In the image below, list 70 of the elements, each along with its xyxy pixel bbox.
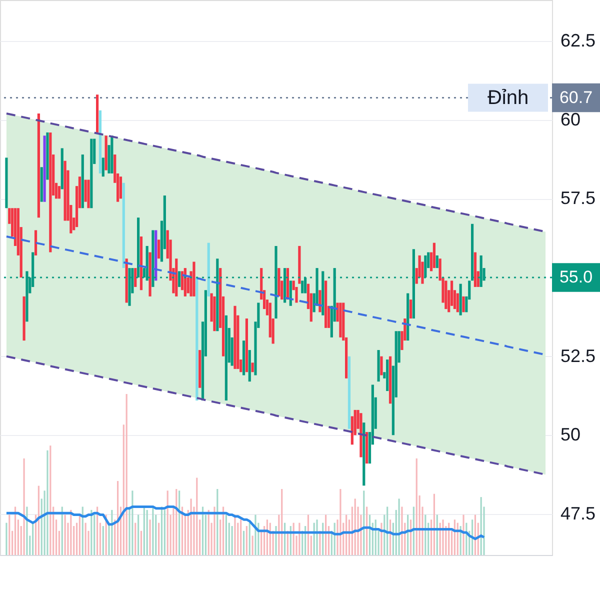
y-tick-label: 62.5	[560, 30, 596, 50]
candlestick	[348, 356, 351, 429]
candlestick	[245, 318, 248, 372]
candlestick	[324, 280, 328, 328]
candlestick	[444, 280, 448, 310]
candlestick	[96, 94, 99, 132]
candlestick	[298, 246, 301, 284]
candlestick	[5, 158, 8, 208]
candlestick	[196, 278, 198, 400]
y-tick-label: 57.5	[560, 188, 596, 208]
candlestick	[40, 167, 43, 202]
candlestick	[58, 186, 60, 199]
annotation: Đỉnh	[487, 86, 529, 109]
candlestick	[64, 160, 66, 221]
candlestick	[406, 293, 410, 341]
candlestick	[154, 230, 158, 281]
candlestick	[122, 182, 125, 268]
candlestick	[459, 284, 462, 316]
candlestick	[49, 132, 52, 252]
candlestick	[377, 350, 380, 382]
candlestick	[234, 306, 236, 369]
candlestick	[46, 132, 49, 180]
candlestick	[474, 252, 477, 287]
candlestick	[456, 293, 459, 312]
candlestick	[98, 110, 102, 174]
candlestick	[22, 296, 26, 341]
candlestick	[360, 413, 362, 458]
candlestick	[207, 242, 210, 296]
candlestick	[278, 268, 280, 296]
candlestick	[198, 350, 202, 388]
candlestick	[386, 359, 389, 392]
candlestick	[432, 242, 436, 268]
candlestick	[175, 258, 178, 296]
candlestick	[251, 362, 254, 372]
candlestick	[119, 176, 122, 199]
y-tick-label: 52.5	[560, 346, 596, 366]
candlestick	[462, 296, 465, 312]
ref-line-label: 55.0	[559, 268, 593, 286]
candlestick	[34, 230, 38, 256]
candlestick	[362, 422, 366, 486]
candlestick	[248, 350, 251, 382]
candlestick	[134, 268, 137, 287]
candlestick	[60, 148, 64, 190]
candlestick	[409, 300, 412, 318]
candlestick	[110, 136, 114, 174]
candlestick	[148, 252, 152, 296]
candlestick	[388, 356, 392, 404]
candlestick	[436, 255, 438, 268]
candlestick	[125, 258, 128, 303]
candlestick	[87, 180, 90, 208]
candlestick	[140, 236, 143, 290]
candlestick	[213, 296, 216, 332]
candlestick	[37, 114, 40, 218]
candlestick	[192, 262, 196, 296]
ref-line-label: 60.7	[559, 88, 593, 107]
candlestick	[81, 154, 84, 208]
candlestick	[380, 356, 383, 376]
y-tick-label: 50	[560, 424, 581, 445]
candlestick	[104, 136, 108, 170]
y-tick-label: 47.5	[560, 504, 596, 524]
candlestick	[90, 138, 93, 208]
candlestick	[301, 280, 304, 294]
candlestick	[43, 136, 46, 202]
candlestick	[339, 302, 342, 338]
y-tick-label: 60	[560, 109, 581, 130]
candlestick	[242, 340, 246, 376]
candlestick	[224, 315, 228, 400]
candlestick	[366, 432, 368, 464]
candlestick	[102, 158, 104, 177]
candlestick	[158, 240, 160, 259]
